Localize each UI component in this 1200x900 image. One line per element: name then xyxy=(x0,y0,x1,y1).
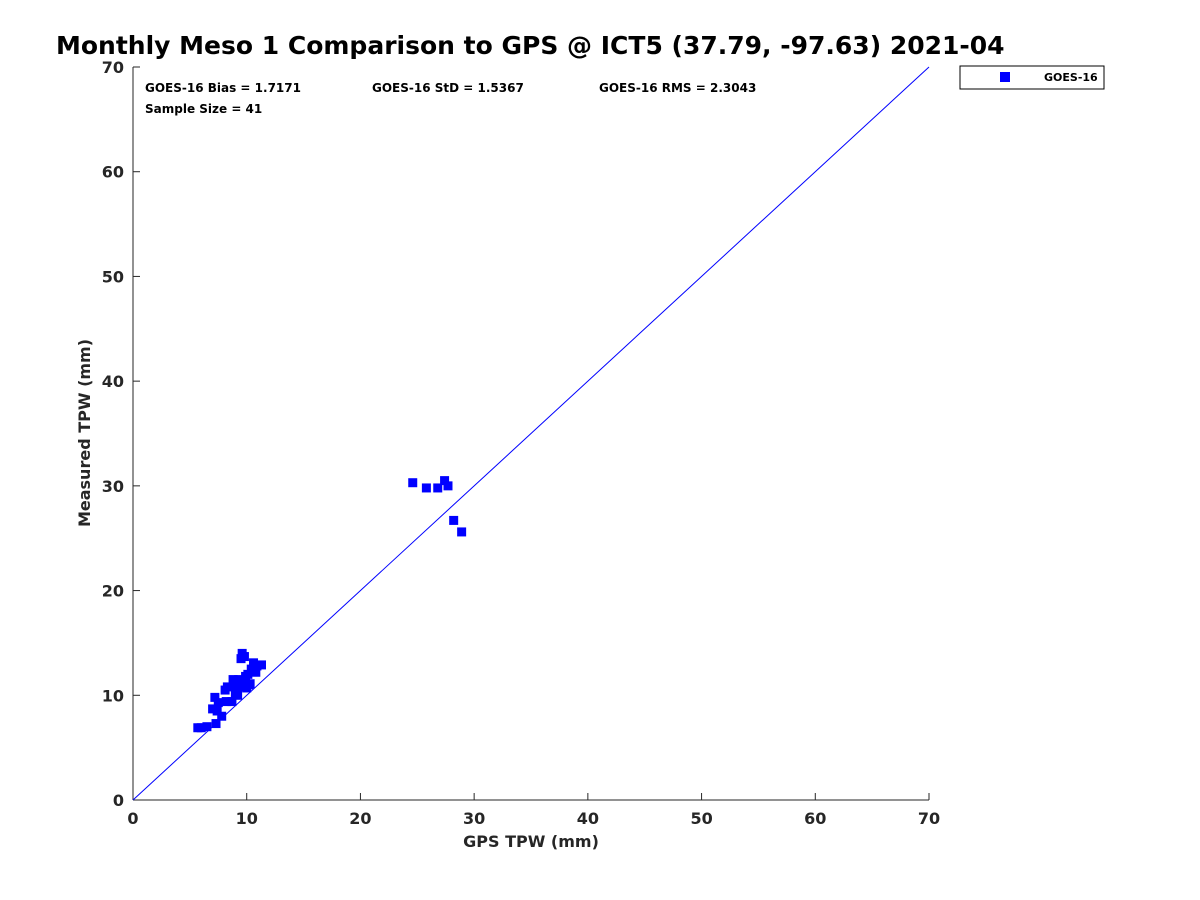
data-point xyxy=(217,711,227,721)
data-point xyxy=(256,660,266,670)
stat-rms: GOES-16 RMS = 2.3043 xyxy=(599,81,756,95)
y-tick-label: 30 xyxy=(102,477,124,496)
data-point xyxy=(433,483,443,493)
y-tick-label: 50 xyxy=(102,267,124,286)
legend-box xyxy=(959,65,1105,90)
data-point xyxy=(457,527,467,537)
one-to-one-line xyxy=(132,66,930,801)
y-tick-label: 70 xyxy=(102,58,124,77)
stat-std: GOES-16 StD = 1.5367 xyxy=(372,81,524,95)
stat-bias: GOES-16 Bias = 1.7171 xyxy=(145,81,301,95)
x-tick-label: 30 xyxy=(463,809,485,828)
data-point xyxy=(244,680,254,690)
data-point xyxy=(228,675,238,685)
x-tick-label: 20 xyxy=(349,809,371,828)
data-point xyxy=(243,669,253,679)
chart-title: Monthly Meso 1 Comparison to GPS @ ICT5 … xyxy=(56,31,1005,60)
y-tick-label: 40 xyxy=(102,372,124,391)
x-axis-label: GPS TPW (mm) xyxy=(463,832,599,851)
data-point xyxy=(221,697,231,707)
data-point xyxy=(211,719,221,729)
x-tick-label: 70 xyxy=(918,809,940,828)
data-point xyxy=(213,698,223,708)
x-tick-label: 50 xyxy=(690,809,712,828)
x-tick-label: 0 xyxy=(127,809,138,828)
legend-marker xyxy=(1000,72,1010,82)
data-point xyxy=(239,652,249,662)
data-point xyxy=(440,476,450,486)
plot-area: 0 10 20 30 40 50 60 70 0 10 20 30 40 50 60 70 xyxy=(102,58,940,828)
data-point xyxy=(212,706,222,716)
y-tick-label: 10 xyxy=(102,686,124,705)
data-point xyxy=(443,481,453,491)
data-point xyxy=(196,723,206,733)
y-tick-label: 60 xyxy=(102,163,124,182)
data-point xyxy=(233,690,243,700)
data-point xyxy=(246,664,256,674)
data-point xyxy=(408,478,418,488)
data-point xyxy=(222,682,232,692)
y-axis-label: Measured TPW (mm) xyxy=(75,339,94,527)
legend: GOES-16 xyxy=(959,65,1105,90)
legend-label: GOES-16 xyxy=(1044,71,1098,84)
stat-sample-size: Sample Size = 41 xyxy=(145,102,262,116)
data-point xyxy=(234,675,244,685)
data-point xyxy=(421,483,431,493)
data-point xyxy=(449,515,459,525)
data-point xyxy=(208,704,218,714)
data-point xyxy=(251,667,261,677)
data-point xyxy=(227,697,237,707)
y-tick-label: 20 xyxy=(102,582,124,601)
data-point xyxy=(210,692,220,702)
x-tick-label: 40 xyxy=(577,809,599,828)
x-tick-label: 60 xyxy=(804,809,826,828)
x-tick-label: 10 xyxy=(236,809,258,828)
data-point xyxy=(229,680,239,690)
data-point xyxy=(202,722,212,732)
data-point xyxy=(252,661,262,671)
y-tick-label: 0 xyxy=(113,791,124,810)
